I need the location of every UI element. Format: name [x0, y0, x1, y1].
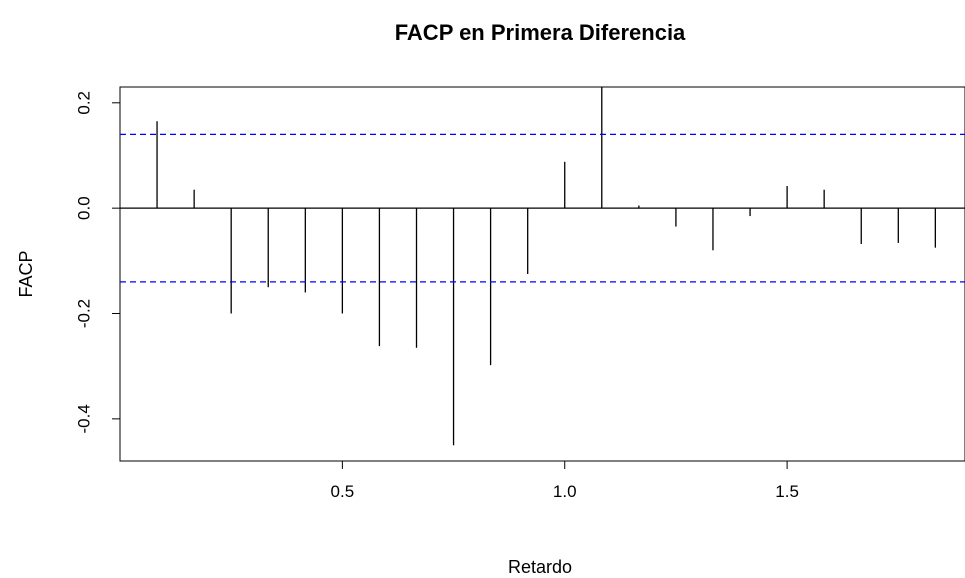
y-axis: -0.4 -0.2 0.0 0.2 [74, 91, 120, 434]
y-axis-label: FACP [16, 250, 36, 297]
y-tick-label: -0.2 [74, 299, 93, 328]
x-axis: 0.5 1.0 1.5 [331, 461, 799, 501]
plot-frame [119, 86, 965, 462]
x-tick-label: 1.0 [553, 482, 577, 501]
confidence-bounds [120, 133, 965, 283]
pacf-spikes [156, 87, 936, 446]
y-tick-label: 0.0 [74, 196, 93, 220]
x-tick-label: 1.5 [775, 482, 799, 501]
y-tick-label: -0.4 [74, 404, 93, 433]
y-tick-label: 0.2 [74, 91, 93, 115]
x-axis-label: Retardo [508, 557, 572, 577]
chart-title: FACP en Primera Diferencia [395, 20, 686, 45]
x-tick-label: 0.5 [331, 482, 355, 501]
